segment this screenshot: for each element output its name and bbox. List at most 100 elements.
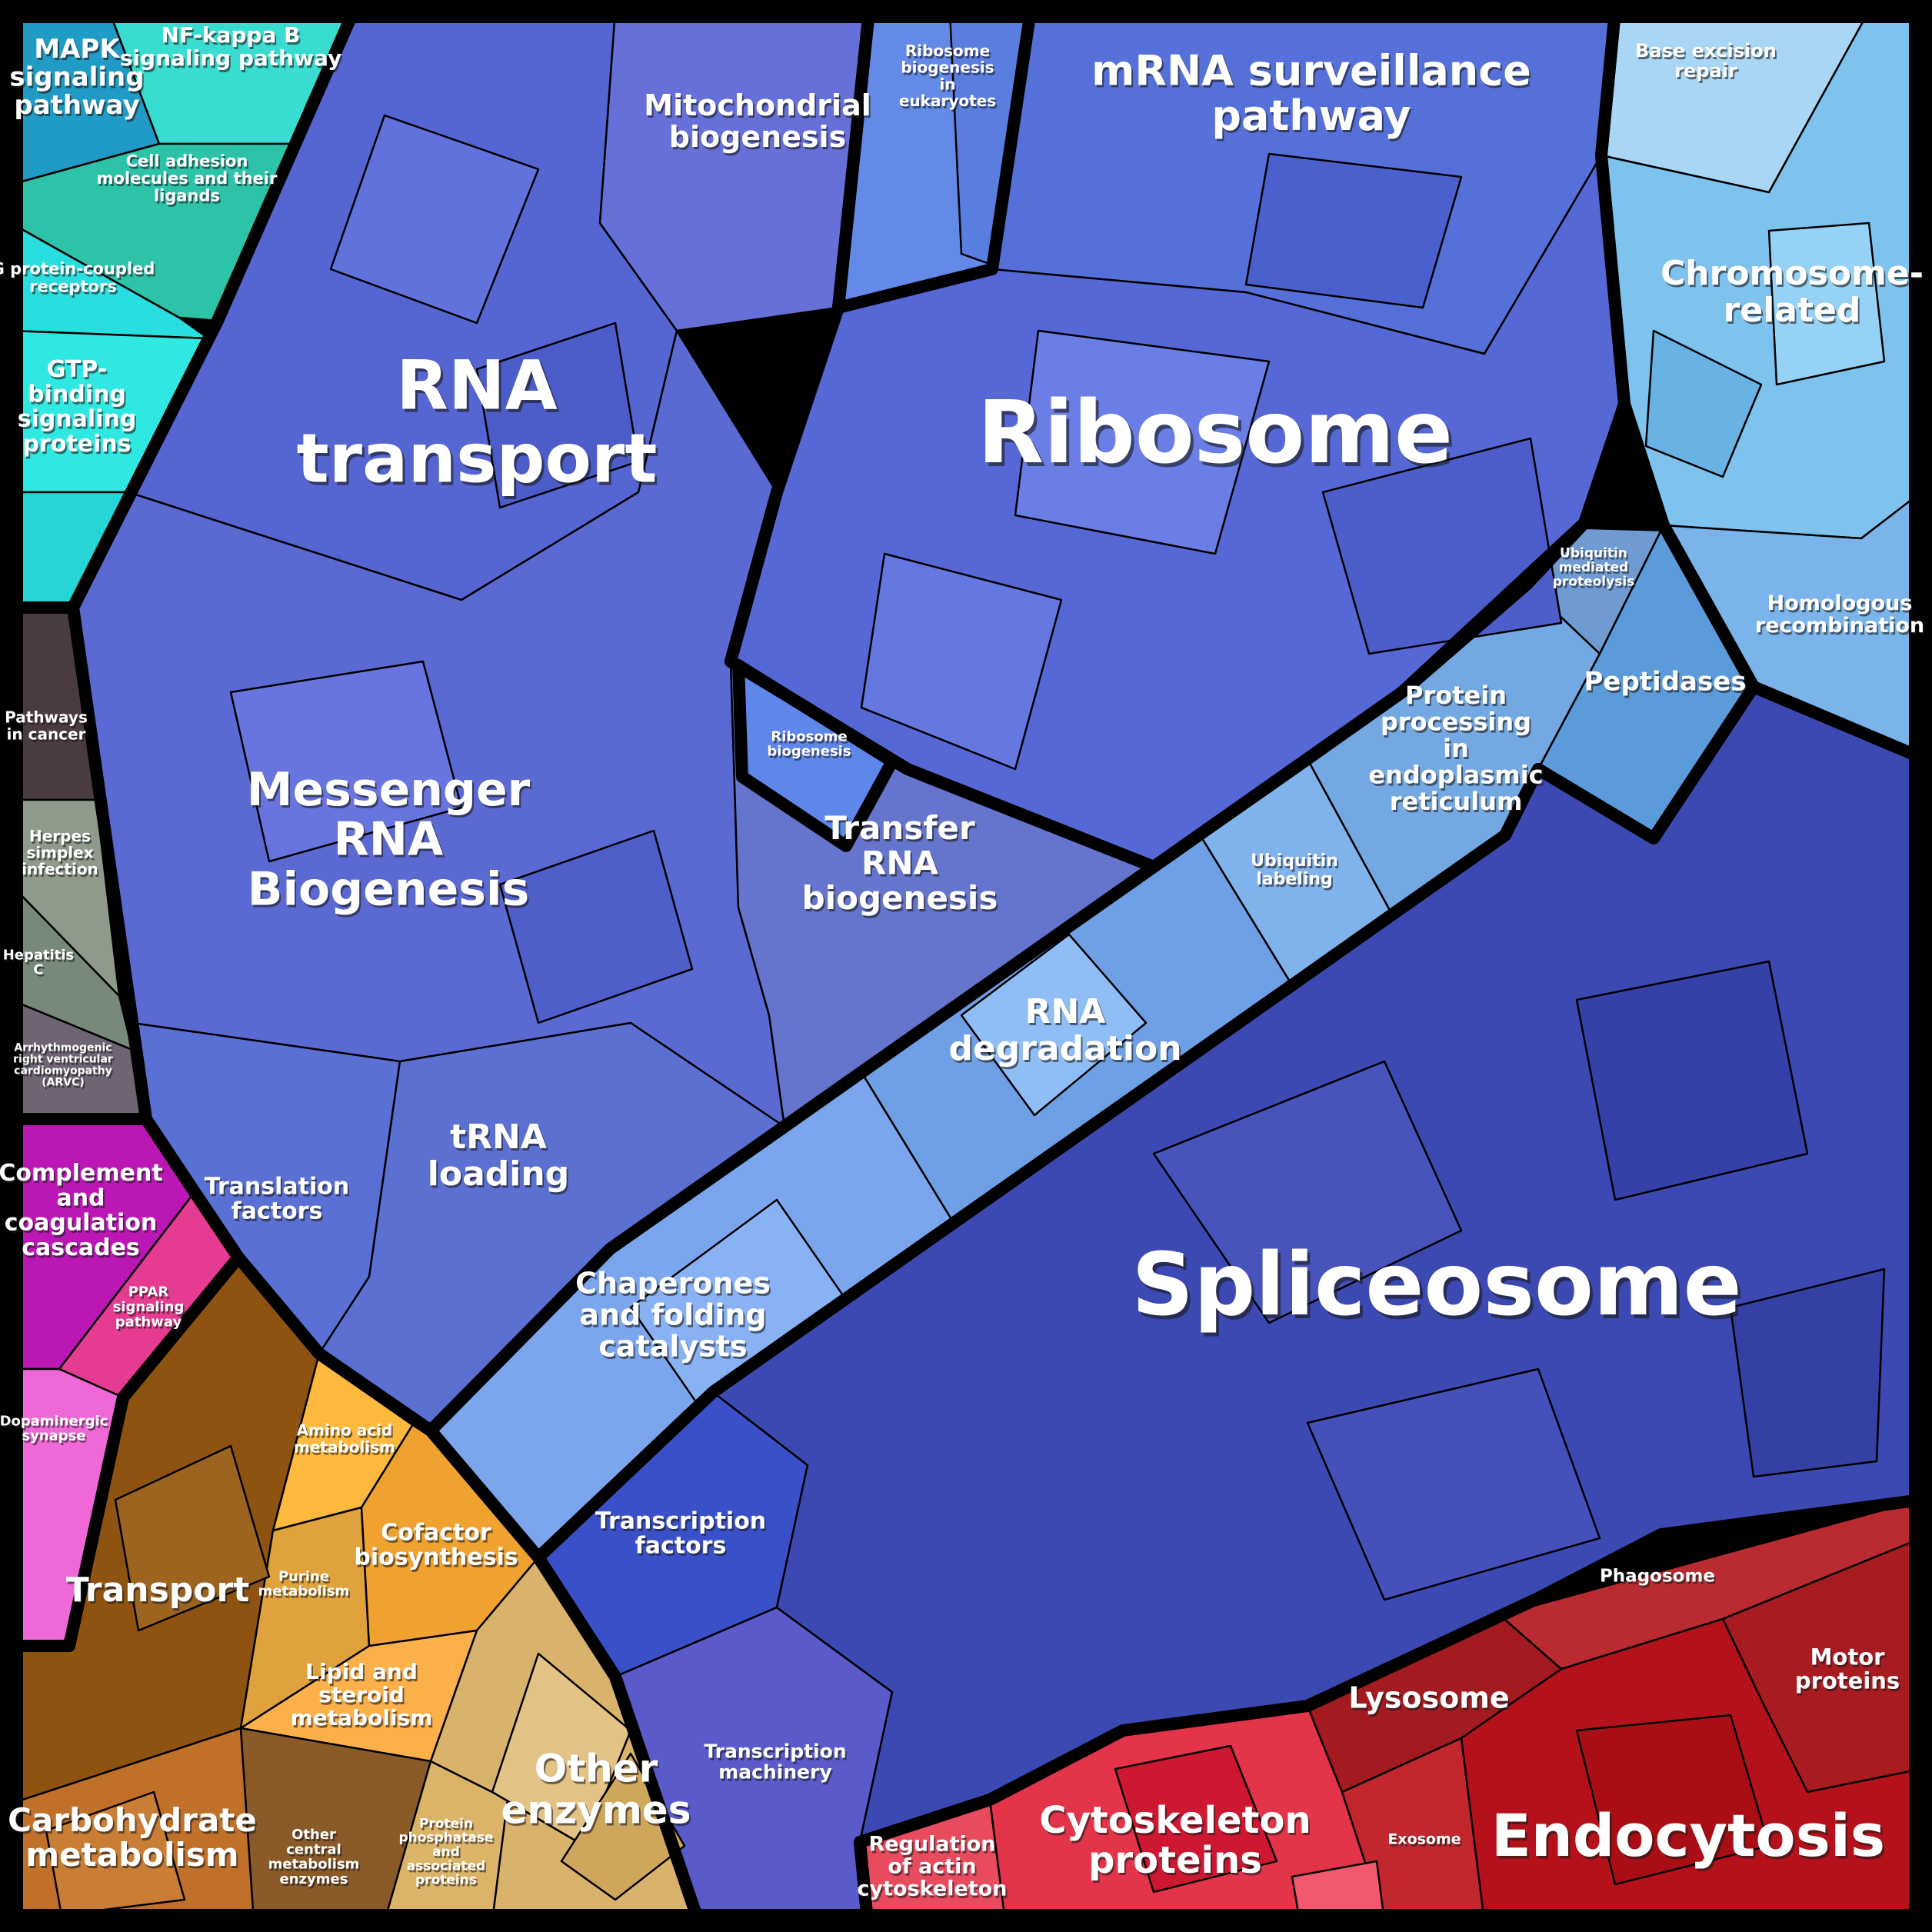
label-shadow-mitochondrial: Mitochondrial biogenesis [645,91,872,156]
label-chaperones: Chaperones and folding catalysts [575,1266,771,1363]
label-ubiquitin-labeling: Ubiquitin labeling [1251,851,1338,889]
label-shadow-mrna-surveillance: mRNA surveillance pathway [1093,48,1533,142]
label-regulation-actin: Regulation of actin cytoskeleton [858,1832,1008,1900]
label-shadow-translation-factors: Translation factors [206,1175,351,1227]
patch-p-cyto [1114,1744,1278,1894]
label-base-excision: Base excision repair [1635,40,1777,82]
label-pathways-cancer: Pathways in cancer [5,708,88,744]
label-shadow-purine: Purine metabolism [260,1571,351,1601]
label-shadow-trna-loading: tRNA loading [429,1120,571,1196]
label-shadow-other-central: Other central metabolism enzymes [270,1829,361,1890]
label-messenger-rna: Messenger RNA Biogenesis [247,763,531,917]
label-shadow-motor-proteins: Motor proteins [1797,1646,1901,1696]
label-homologous-recomb: Homologous recombination [1755,591,1924,638]
label-shadow-ribosome-biogenesis-euk: Ribosome biogenesis in eukaryotes [901,44,998,112]
label-shadow-cell-adhesion: Cell adhesion molecules and their ligands [98,154,279,207]
label-shadow-carbohydrate: Carbohydrate metabolism [9,1804,258,1876]
label-protein-processing-er: Protein processing in endoplasmic reticulum [1368,681,1543,816]
label-motor-proteins: Motor proteins [1795,1644,1900,1694]
patch-p-rt1 [329,114,540,325]
label-shadow-ubiquitin-proteolysis: Ubiquitin mediated proteolysis [1554,548,1637,592]
label-exosome: Exosome [1387,1831,1461,1848]
patch-p-mrna2 [498,829,694,1024]
label-shadow-ribosome: Ribosome [981,387,1456,487]
label-shadow-cytoskeleton: Cytoskeleton proteins [1041,1801,1312,1884]
label-gtp-binding-a: GTP-binding signaling proteins [18,356,137,458]
label-peptidases: Peptidases [1584,667,1746,698]
label-cell-adhesion: Cell adhesion molecules and their ligands [97,152,278,205]
label-protein-phosphatase: Protein phosphatase and associated proteins [398,1816,493,1887]
patch-p-spl2 [1575,960,1809,1201]
label-arvc: Arrhythmogenic right ventricular cardiomyo… [13,1041,113,1088]
label-spliceosome: Spliceosome [1131,1235,1741,1335]
label-dopaminergic: Dopaminergic synapse [0,1413,108,1444]
label-cofactor: Cofactor biosynthesis [354,1519,518,1571]
label-shadow-regulation-actin: Regulation of actin cytoskeleton [859,1834,1009,1903]
label-ribosome-biogenesis-euk: Ribosome biogenesis in eukaryotes [899,42,996,110]
label-mrna-surveillance: mRNA surveillance pathway [1091,46,1531,139]
label-shadow-mapk: MAPK signaling pathway [11,36,145,123]
label-rna-degradation: RNA degradation [948,992,1181,1068]
label-transfer-rna: Transfer RNA biogenesis [802,809,998,917]
label-carbohydrate: Carbohydrate metabolism [8,1801,257,1874]
label-shadow-phagosome: Phagosome [1601,1569,1717,1589]
label-shadow-amino-acid: Amino acid metabolism [295,1424,397,1459]
label-shadow-ubiquitin-labeling: Ubiquitin labeling [1252,854,1340,891]
label-shadow-transcription-machinery: Transcription machinery [705,1743,848,1786]
label-amino-acid: Amino acid metabolism [294,1421,395,1457]
label-transcription-machinery: Transcription machinery [704,1740,846,1784]
label-shadow-cofactor: Cofactor biosynthesis [355,1521,519,1573]
label-transcription-factors: Transcription factors [595,1507,766,1559]
label-other-enzymes: Other enzymes [501,1747,691,1833]
label-translation-factors: Translation factors [205,1173,350,1224]
label-shadow-transport: Transport [68,1573,251,1612]
label-other-central: Other central metabolism enzymes [268,1827,360,1887]
outline-o-rbsmall [732,659,898,852]
label-shadow-spliceosome: Spliceosome [1134,1239,1744,1339]
patch-p-transport [114,1444,271,1632]
label-lipid-steroid: Lipid and steroid metabolism [291,1659,433,1730]
label-ribosome-biogenesis-small: Ribosome biogenesis [767,728,851,759]
label-endocytosis: Endocytosis [1491,1801,1885,1870]
label-mapk: MAPK signaling pathway [9,34,144,121]
label-rna-transport: RNA transport [297,345,658,498]
label-transport: Transport [66,1571,250,1610]
label-gpcr: G protein-coupled receptors [0,260,155,296]
patch-p-chrom1 [1767,222,1886,386]
label-shadow-lysosome: Lysosome [1350,1684,1511,1717]
label-lysosome: Lysosome [1348,1681,1509,1715]
patch-p-degr [960,933,1148,1117]
label-shadow-complement: Complement and coagulation cascades [0,1162,164,1264]
patch-p-mrna1 [229,660,463,863]
label-chromosome-related: Chromosome-related [1661,254,1924,330]
label-shadow-chromosome-related: Chromosome-related [1662,256,1925,332]
patch-p-ribo3 [860,552,1063,771]
label-purine: Purine metabolism [258,1568,350,1599]
patch-p-spl3 [1306,1367,1601,1601]
label-shadow-transcription-factors: Transcription factors [597,1510,768,1561]
label-shadow-dopaminergic: Dopaminergic synapse [2,1415,110,1446]
label-hepatitis-c: Hepatitis C [3,947,75,978]
label-shadow-protein-processing-er: Protein processing in endoplasmic reticulum [1370,683,1544,818]
label-shadow-base-excision: Base excision repair [1637,42,1778,84]
patch-p-surv1 [1244,152,1463,309]
label-shadow-gpcr: G protein-coupled receptors [0,262,156,298]
patch-p-carb [45,1790,186,1917]
label-shadow-exosome: Exosome [1389,1834,1462,1850]
label-shadow-ribosome-biogenesis-small: Ribosome biogenesis [768,731,852,761]
label-shadow-transfer-rna: Transfer RNA biogenesis [804,811,1000,919]
label-shadow-hepatitis-c: Hepatitis C [5,949,76,980]
label-shadow-rna-transport: RNA transport [299,348,660,501]
patch-p-endo [1575,1714,1770,1886]
label-complement: Complement and coagulation cascades [0,1160,163,1261]
label-ppar: PPAR signaling pathway [113,1284,185,1331]
label-shadow-chaperones: Chaperones and folding catalysts [577,1268,772,1365]
label-shadow-arvc: Arrhythmogenic right ventricular cardiomyo… [15,1044,115,1091]
label-shadow-peptidases: Peptidases [1585,669,1747,700]
label-cytoskeleton: Cytoskeleton proteins [1039,1799,1311,1882]
patch-p-ribo1 [1014,329,1271,555]
label-shadow-pathways-cancer: Pathways in cancer [6,711,89,746]
